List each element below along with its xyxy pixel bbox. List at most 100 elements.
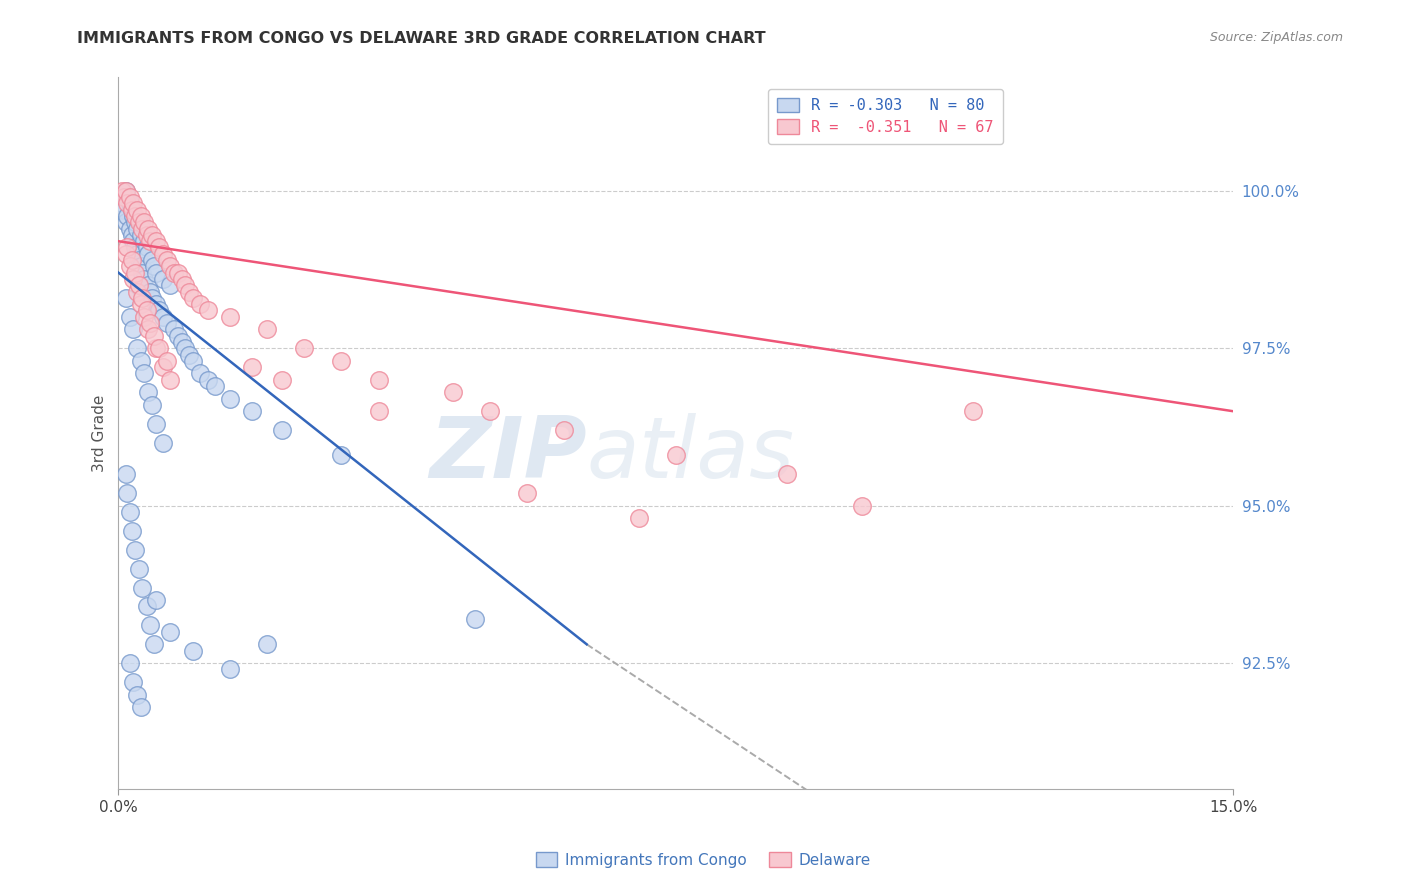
Point <box>121 202 143 217</box>
Point <box>665 448 688 462</box>
Point <box>143 260 166 274</box>
Point <box>163 266 186 280</box>
Point <box>134 215 156 229</box>
Point <box>145 297 167 311</box>
Point <box>148 341 170 355</box>
Point <box>138 285 160 299</box>
Point <box>118 260 141 274</box>
Point <box>131 581 153 595</box>
Point <box>181 291 204 305</box>
Text: Source: ZipAtlas.com: Source: ZipAtlas.com <box>1209 31 1343 45</box>
Point <box>111 196 134 211</box>
Point <box>181 643 204 657</box>
Point <box>129 700 152 714</box>
Point <box>134 272 156 286</box>
Point <box>115 215 138 229</box>
Point <box>479 404 502 418</box>
Point <box>962 404 984 418</box>
Point <box>516 486 538 500</box>
Point <box>122 234 145 248</box>
Point <box>219 310 242 324</box>
Point <box>112 190 135 204</box>
Point <box>124 266 146 280</box>
Point <box>134 234 156 248</box>
Point <box>292 341 315 355</box>
Text: IMMIGRANTS FROM CONGO VS DELAWARE 3RD GRADE CORRELATION CHART: IMMIGRANTS FROM CONGO VS DELAWARE 3RD GR… <box>77 31 766 46</box>
Point <box>117 190 139 204</box>
Point <box>124 542 146 557</box>
Point <box>143 637 166 651</box>
Point <box>152 435 174 450</box>
Point <box>141 291 163 305</box>
Point <box>271 423 294 437</box>
Point <box>204 379 226 393</box>
Y-axis label: 3rd Grade: 3rd Grade <box>93 394 107 472</box>
Point <box>125 341 148 355</box>
Point <box>145 341 167 355</box>
Point <box>128 215 150 229</box>
Point <box>143 328 166 343</box>
Point <box>136 247 159 261</box>
Point <box>141 398 163 412</box>
Point <box>129 297 152 311</box>
Point <box>441 385 464 400</box>
Point <box>122 209 145 223</box>
Point <box>152 272 174 286</box>
Point <box>156 253 179 268</box>
Point <box>197 373 219 387</box>
Point <box>219 392 242 406</box>
Point <box>170 334 193 349</box>
Point <box>117 196 139 211</box>
Point <box>124 209 146 223</box>
Point <box>138 234 160 248</box>
Point <box>240 360 263 375</box>
Point <box>170 272 193 286</box>
Point <box>156 316 179 330</box>
Point <box>118 196 141 211</box>
Point <box>135 240 157 254</box>
Text: ZIP: ZIP <box>429 413 586 496</box>
Point <box>121 227 143 242</box>
Point <box>159 373 181 387</box>
Point <box>136 221 159 235</box>
Point <box>118 221 141 235</box>
Point <box>197 303 219 318</box>
Point <box>115 184 138 198</box>
Legend: R = -0.303   N = 80, R =  -0.351   N = 67: R = -0.303 N = 80, R = -0.351 N = 67 <box>768 88 1002 145</box>
Point <box>122 196 145 211</box>
Point <box>627 511 650 525</box>
Point <box>129 227 152 242</box>
Point <box>167 328 190 343</box>
Point <box>125 247 148 261</box>
Point <box>145 266 167 280</box>
Point <box>163 322 186 336</box>
Point <box>122 322 145 336</box>
Point <box>136 278 159 293</box>
Point <box>117 240 139 254</box>
Point <box>240 404 263 418</box>
Point <box>145 417 167 431</box>
Point <box>219 663 242 677</box>
Point <box>115 291 138 305</box>
Point <box>177 347 200 361</box>
Point <box>148 303 170 318</box>
Point <box>464 612 486 626</box>
Point <box>145 593 167 607</box>
Point <box>129 354 152 368</box>
Point <box>125 202 148 217</box>
Point <box>128 253 150 268</box>
Point <box>145 234 167 248</box>
Point <box>174 278 197 293</box>
Point <box>121 253 143 268</box>
Point <box>118 310 141 324</box>
Point <box>367 373 389 387</box>
Point <box>128 562 150 576</box>
Point <box>131 266 153 280</box>
Point <box>125 221 148 235</box>
Point <box>125 688 148 702</box>
Point <box>135 303 157 318</box>
Text: atlas: atlas <box>586 413 794 496</box>
Point <box>124 240 146 254</box>
Point <box>111 184 134 198</box>
Legend: Immigrants from Congo, Delaware: Immigrants from Congo, Delaware <box>530 846 876 873</box>
